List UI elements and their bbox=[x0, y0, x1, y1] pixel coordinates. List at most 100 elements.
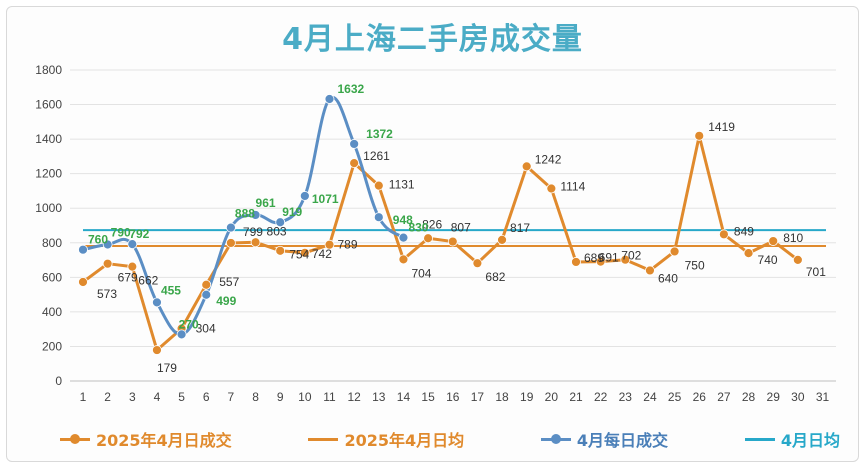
data-label: 742 bbox=[312, 247, 332, 261]
y-tick-label: 1200 bbox=[35, 167, 62, 181]
data-point bbox=[225, 222, 236, 233]
data-point bbox=[275, 217, 286, 228]
data-point bbox=[299, 247, 310, 258]
legend-item-avg-april: 4月日均 bbox=[744, 427, 840, 451]
data-point bbox=[719, 229, 729, 240]
x-tick-label: 6 bbox=[203, 390, 210, 404]
data-point bbox=[349, 139, 360, 149]
y-axis-ticks: 0 200 400 600 800 1000 1200 1400 1600 1800 bbox=[35, 63, 62, 388]
chart-frame bbox=[6, 6, 859, 462]
x-axis-ticks: 1 2 3 4 5 6 7 8 9 10 11 12 13 14 15 16 17 18 19 20 21 22 23 24 2… bbox=[80, 390, 830, 404]
y-tick-label: 1400 bbox=[35, 132, 62, 146]
data-label: 830 bbox=[408, 221, 428, 235]
data-label: 679 bbox=[118, 271, 138, 285]
data-point bbox=[595, 256, 606, 267]
data-label: 790 bbox=[111, 226, 131, 240]
x-tick-label: 5 bbox=[178, 390, 185, 404]
data-label: 807 bbox=[451, 221, 471, 235]
data-point bbox=[324, 239, 335, 250]
data-point bbox=[225, 238, 236, 248]
data-label: 803 bbox=[267, 224, 287, 238]
data-point bbox=[275, 245, 286, 256]
y-tick-label: 200 bbox=[42, 339, 62, 353]
data-label: 689 bbox=[584, 251, 604, 265]
data-point bbox=[768, 236, 779, 246]
legend-label-avg-2025: 2025年4月日均 bbox=[344, 431, 465, 450]
y-tick-label: 1800 bbox=[35, 63, 62, 77]
data-point bbox=[521, 161, 532, 172]
data-point bbox=[176, 329, 187, 340]
x-tick-label: 22 bbox=[594, 390, 608, 404]
y-tick-label: 800 bbox=[42, 236, 62, 250]
data-label: 1131 bbox=[389, 178, 415, 192]
legend-item-avg-2025: 2025年4月日均 bbox=[308, 427, 464, 451]
chart-title: 4月上海二手房成交量 bbox=[282, 22, 583, 57]
data-point bbox=[152, 297, 162, 308]
x-tick-label: 20 bbox=[545, 390, 559, 404]
data-label: 961 bbox=[256, 196, 276, 210]
data-label: 1114 bbox=[560, 180, 585, 194]
legend-label-daily-2025: 2025年4月日成交 bbox=[96, 431, 232, 450]
data-point bbox=[127, 239, 138, 250]
legend-item-daily-april: 4月每日成交 bbox=[540, 427, 668, 451]
series-line-2 bbox=[82, 95, 405, 336]
x-tick-label: 19 bbox=[520, 390, 534, 404]
data-point bbox=[78, 244, 88, 255]
data-point bbox=[398, 232, 409, 243]
data-label: 849 bbox=[734, 224, 754, 238]
legend: 2025年4月日成交 2025年4月日均 4月每日成交 4月日均 bbox=[60, 424, 840, 454]
data-point bbox=[201, 279, 212, 290]
x-tick-label: 16 bbox=[446, 390, 460, 404]
x-tick-label: 27 bbox=[717, 390, 731, 404]
data-label: 499 bbox=[216, 294, 236, 308]
legend-swatch-daily-april bbox=[540, 434, 571, 444]
x-tick-label: 1 bbox=[80, 390, 87, 404]
data-label: 1372 bbox=[366, 127, 393, 141]
data-point bbox=[447, 236, 458, 247]
x-tick-label: 9 bbox=[277, 390, 284, 404]
data-label: 792 bbox=[129, 227, 149, 241]
x-tick-label: 2 bbox=[104, 390, 111, 404]
data-point bbox=[423, 233, 434, 244]
data-label: 640 bbox=[658, 271, 678, 285]
x-tick-label: 12 bbox=[347, 390, 361, 404]
data-point bbox=[398, 254, 409, 265]
data-point bbox=[743, 248, 754, 259]
x-tick-label: 14 bbox=[397, 390, 411, 404]
data-label: 826 bbox=[422, 217, 442, 231]
data-label: 691 bbox=[599, 251, 619, 265]
x-tick-label: 8 bbox=[252, 390, 259, 404]
x-tick-label: 24 bbox=[643, 390, 657, 404]
y-tick-label: 0 bbox=[55, 374, 62, 388]
data-point bbox=[102, 258, 113, 269]
data-label: 740 bbox=[758, 253, 778, 267]
data-label: 750 bbox=[685, 258, 705, 272]
data-label: 557 bbox=[219, 275, 239, 289]
data-point bbox=[324, 94, 335, 104]
data-label: 810 bbox=[783, 231, 803, 245]
data-label: 1242 bbox=[535, 152, 562, 166]
legend-label-avg-april: 4月日均 bbox=[780, 431, 840, 450]
data-label: 888 bbox=[235, 207, 255, 221]
data-label: 704 bbox=[411, 266, 431, 280]
x-tick-label: 15 bbox=[421, 390, 435, 404]
data-label: 817 bbox=[510, 221, 530, 235]
data-point bbox=[127, 261, 138, 272]
data-label: 948 bbox=[393, 213, 413, 227]
x-tick-label: 3 bbox=[129, 390, 136, 404]
data-point bbox=[373, 212, 384, 223]
legend-swatch-daily-2025 bbox=[60, 434, 90, 444]
y-tick-label: 400 bbox=[42, 305, 62, 319]
data-point bbox=[201, 289, 212, 300]
data-label: 919 bbox=[282, 205, 302, 219]
x-tick-label: 4 bbox=[154, 390, 161, 404]
grid-lines bbox=[70, 69, 836, 382]
data-point bbox=[546, 183, 557, 194]
data-point bbox=[250, 237, 261, 248]
data-label: 573 bbox=[97, 287, 117, 301]
data-point bbox=[694, 130, 705, 141]
legend-swatch-avg-april bbox=[744, 434, 775, 444]
legend-swatch-avg-2025 bbox=[308, 434, 339, 444]
data-point bbox=[250, 210, 261, 220]
